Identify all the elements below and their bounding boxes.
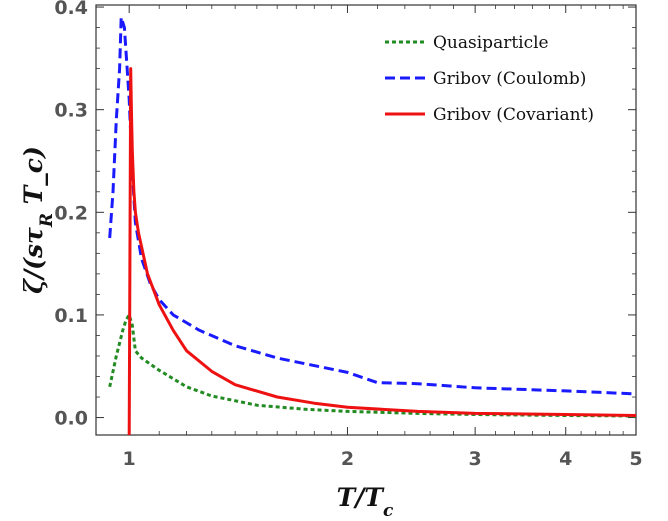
x-tick-label: 3: [469, 448, 482, 470]
tick-labels: 1 2 3 4 5 0.0 0.1 0.2 0.3 0.4: [54, 0, 642, 470]
y-tick-label: 0.2: [54, 202, 88, 224]
x-tick-label: 4: [559, 448, 572, 470]
y-tick-label: 0.1: [54, 305, 88, 327]
x-tick-label: 1: [123, 448, 136, 470]
series-line-1: [108, 313, 637, 418]
legend: Quasiparticle Gribov (Coulomb) Gribov (Cov…: [385, 33, 594, 125]
series-lines: [108, 15, 637, 436]
y-tick-label: 0.4: [54, 0, 88, 19]
series-line-3: [127, 67, 637, 436]
legend-label-3: Gribov (Covariant): [433, 105, 594, 125]
legend-label-2: Gribov (Coulomb): [433, 69, 586, 89]
x-tick-label: 2: [341, 448, 354, 470]
y-tick-label: 0.3: [54, 100, 88, 122]
x-axis-label: T/Tc: [337, 483, 394, 521]
legend-label-1: Quasiparticle: [433, 33, 549, 53]
x-tick-label: 5: [629, 448, 642, 470]
y-axis-label: ζ/(sτR T_c): [19, 146, 57, 294]
plot-frame: [95, 4, 637, 436]
y-tick-label: 0.0: [54, 408, 88, 430]
